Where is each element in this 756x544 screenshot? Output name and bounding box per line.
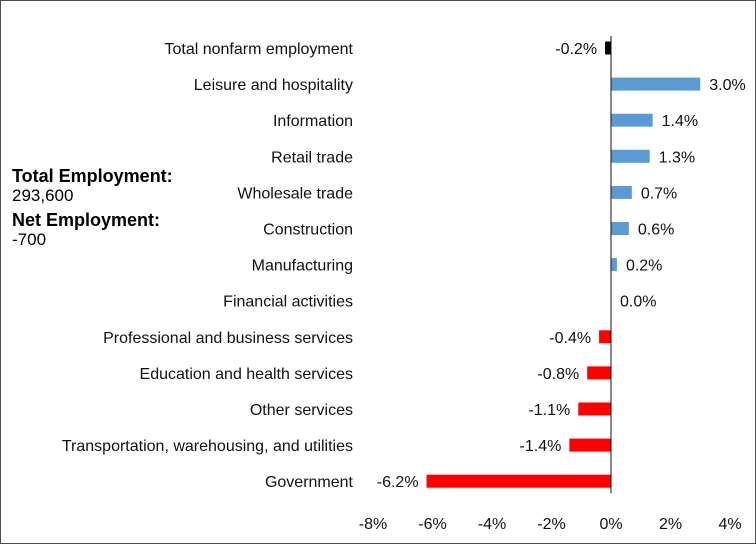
category-label: Transportation, warehousing, and utiliti… [62, 438, 353, 455]
bar [578, 402, 611, 416]
category-label: Total nonfarm employment [164, 41, 353, 58]
category-label: Professional and business services [103, 330, 353, 347]
value-label: 0.6% [638, 222, 674, 239]
bar [611, 258, 617, 272]
value-label: -0.2% [555, 41, 597, 58]
category-label: Construction [263, 222, 353, 239]
value-label: -1.4% [520, 438, 562, 455]
net-employment-label: Net Employment: [12, 210, 161, 230]
total-employment-label: Total Employment: [12, 166, 173, 186]
category-label: Wholesale trade [237, 185, 353, 202]
bar [599, 330, 611, 344]
value-label: -0.8% [537, 366, 579, 383]
net-employment-value: -700 [12, 230, 47, 249]
x-tick-label: 2% [659, 516, 682, 533]
bar [611, 185, 632, 199]
value-label: -6.2% [377, 474, 419, 491]
category-label: Education and health services [140, 366, 353, 383]
category-label: Leisure and hospitality [194, 77, 353, 94]
bar [587, 366, 611, 380]
bar [611, 113, 653, 127]
category-label: Information [273, 113, 353, 130]
value-label: 0.7% [641, 185, 677, 202]
x-axis-ticks: -8% -6% -4% -2% 0% 2% 4% [359, 516, 742, 533]
bar [426, 474, 611, 488]
x-tick-label: 4% [718, 516, 741, 533]
x-tick-label: -4% [478, 516, 506, 533]
value-label: -1.1% [528, 402, 570, 419]
value-label: 0.0% [620, 294, 656, 311]
value-label: -0.4% [549, 330, 591, 347]
value-labels: -0.2% 3.0% 1.4% 1.3% 0.7% 0.6% 0.2% 0.0% -0.4% -0… [377, 41, 746, 491]
value-label: 0.2% [626, 258, 662, 275]
category-label: Financial activities [223, 294, 353, 311]
total-employment-value: 293,600 [12, 186, 74, 205]
x-tick-label: 0% [599, 516, 622, 533]
employment-summary: Total Employment: 293,600 Net Employment… [12, 166, 173, 250]
x-tick-label: -2% [537, 516, 565, 533]
category-label: Manufacturing [252, 258, 353, 275]
category-label: Other services [250, 402, 353, 419]
x-tick-label: -6% [418, 516, 446, 533]
bar [611, 222, 629, 235]
value-label: 1.3% [659, 149, 695, 166]
bar [611, 149, 650, 163]
category-labels: Total nonfarm employment Leisure and hosp… [62, 41, 354, 491]
bar [611, 77, 701, 91]
x-tick-label: -8% [359, 516, 387, 533]
bar [569, 438, 611, 452]
bar [605, 41, 611, 55]
value-label: 3.0% [709, 77, 745, 94]
bars-group [426, 41, 701, 488]
category-label: Retail trade [271, 149, 353, 166]
value-label: 1.4% [662, 113, 698, 130]
category-label: Government [265, 474, 354, 491]
